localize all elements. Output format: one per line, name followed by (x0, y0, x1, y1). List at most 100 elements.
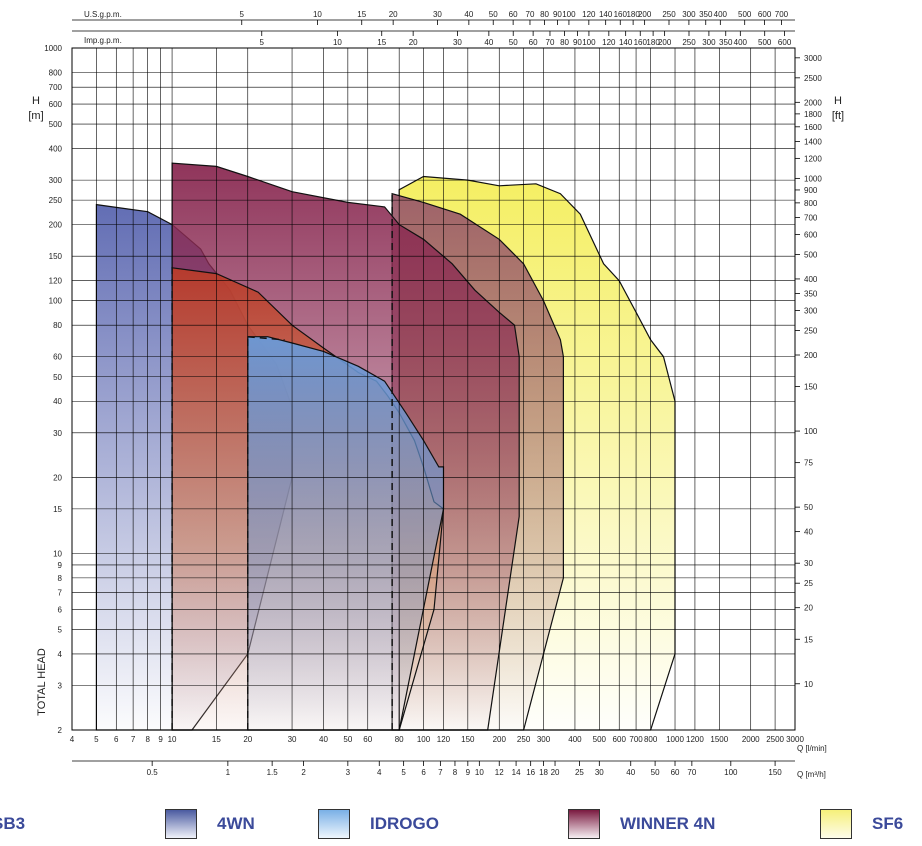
legend-swatch-sf6 (820, 809, 852, 839)
x2-axis-tick-14: 16 (526, 768, 535, 777)
legend-label-4wn: 4WN (217, 814, 255, 833)
legend: SB3 4WN IDROGO WINNER 4N SF6 (0, 806, 922, 846)
x-axis-tick-29: 2500 (766, 735, 784, 744)
x2-axis-tick-6: 5 (401, 768, 406, 777)
x2-axis-tick-4: 3 (346, 768, 351, 777)
x2-axis-tick-23: 100 (724, 768, 738, 777)
top-axis-1-tick-11: 100 (562, 10, 576, 19)
y-axis-tick-15: 80 (53, 321, 62, 330)
top-axis-1-tick-0: 5 (240, 10, 245, 19)
y-axis-side-label: TOTAL HEAD (36, 648, 48, 716)
y-axis-tick-2: 4 (58, 650, 63, 659)
top-axis-1-tick-8: 70 (526, 10, 535, 19)
y-axis-tick-26: 800 (49, 68, 63, 77)
top-axis-2-tick-12: 120 (602, 38, 616, 47)
x2-axis-tick-19: 40 (626, 768, 635, 777)
top-axis-1-label: U.S.g.p.m. (84, 10, 122, 19)
x-axis-tick-21: 500 (593, 735, 607, 744)
y-axis-tick-8: 10 (53, 549, 62, 558)
x-axis-tick-17: 200 (493, 735, 507, 744)
y-axis-tick-25: 700 (49, 83, 63, 92)
y-axis-tick-27: 1000 (44, 44, 62, 53)
x-axis-tick-15: 120 (437, 735, 451, 744)
top-axis-2-tick-5: 40 (484, 38, 493, 47)
top-axis-1-tick-16: 200 (638, 10, 652, 19)
top-axis-1-tick-18: 300 (682, 10, 696, 19)
legend-item-sf6: SF6 (820, 806, 903, 842)
pump-performance-chart: U.S.g.p.m. 5 10 15 20 30 40 50 60 70 80 90 100 120 140… (28, 10, 844, 779)
y2-axis-tick-0: 10 (804, 680, 813, 689)
top-axis-1-tick-17: 250 (662, 10, 676, 19)
series-areas (95, 162, 676, 731)
y-axis-tick-11: 30 (53, 429, 62, 438)
x2-axis-tick-9: 8 (453, 768, 458, 777)
y-axis-tick-18: 150 (49, 252, 63, 261)
legend-label-sf6: SF6 (872, 814, 904, 833)
y-axis-tick-7: 9 (58, 561, 63, 570)
y-axis-label-h: H (32, 95, 40, 107)
top-axis-1-tick-20: 400 (714, 10, 728, 19)
y-axis-tick-17: 120 (49, 277, 63, 286)
y2-axis-tick-4: 30 (804, 559, 813, 568)
top-axis-2-tick-11: 100 (582, 38, 596, 47)
y-axis-tick-6: 8 (58, 574, 63, 583)
top-axis-1-tick-1: 10 (313, 10, 322, 19)
y-axis-tick-21: 300 (49, 176, 63, 185)
x2-axis-tick-3: 2 (301, 768, 306, 777)
axes: U.S.g.p.m. 5 10 15 20 30 40 50 60 70 80 90 100 120 140… (28, 10, 844, 779)
top-axis-2-tick-8: 70 (546, 38, 555, 47)
x2-axis-tick-11: 10 (475, 768, 484, 777)
y-axis-tick-9: 15 (53, 505, 62, 514)
x2-axis-tick-16: 20 (551, 768, 560, 777)
x-axis-tick-2: 6 (114, 735, 119, 744)
x-axis-tick-5: 9 (158, 735, 163, 744)
x2-axis-tick-21: 60 (671, 768, 680, 777)
x2-axis-label: Q [m³/h] (797, 770, 826, 779)
y2-axis-tick-3: 25 (804, 579, 813, 588)
y2-axis-tick-26: 2500 (804, 74, 822, 83)
y2-axis-tick-9: 150 (804, 383, 818, 392)
y2-axis-tick-16: 600 (804, 230, 818, 239)
y-axis-tick-13: 50 (53, 373, 62, 382)
y2-axis-tick-17: 700 (804, 214, 818, 223)
x2-axis-tick-17: 25 (575, 768, 584, 777)
legend-item-idrogo: IDROGO (318, 806, 439, 842)
top-axis-2-tick-20: 400 (734, 38, 748, 47)
x-axis-tick-7: 15 (212, 735, 221, 744)
legend-item-winner-4n: WINNER 4N (568, 806, 715, 842)
x2-axis-tick-7: 6 (421, 768, 426, 777)
x-axis-tick-19: 300 (537, 735, 551, 744)
y-axis-tick-19: 200 (49, 221, 63, 230)
dashed-lines (171, 193, 393, 730)
y2-axis-tick-22: 1400 (804, 137, 822, 146)
x2-axis-tick-22: 70 (687, 768, 696, 777)
top-axis-1-tick-9: 80 (540, 10, 549, 19)
top-axis-2-tick-1: 10 (333, 38, 342, 47)
top-axis-2-tick-18: 300 (702, 38, 716, 47)
x-axis-tick-22: 600 (613, 735, 627, 744)
y2-axis-tick-14: 400 (804, 275, 818, 284)
y-axis-tick-23: 500 (49, 120, 63, 129)
y-axis-tick-20: 250 (49, 196, 63, 205)
top-axis-2-tick-17: 250 (682, 38, 696, 47)
top-axis-2-tick-4: 30 (453, 38, 462, 47)
y-axis-tick-5: 7 (58, 589, 63, 598)
top-axis-1-tick-15: 180 (626, 10, 640, 19)
top-axis-2-tick-6: 50 (509, 38, 518, 47)
legend-swatch-idrogo (318, 809, 350, 839)
x2-axis-tick-12: 12 (495, 768, 504, 777)
y-axis-tick-4: 6 (58, 605, 63, 614)
top-axis-2-tick-19: 350 (719, 38, 733, 47)
x2-axis-tick-2: 1.5 (267, 768, 279, 777)
y2-axis-tick-18: 800 (804, 199, 818, 208)
y2-axis-label-h: H (834, 95, 842, 107)
y2-axis-tick-11: 250 (804, 327, 818, 336)
x2-axis-tick-15: 18 (539, 768, 548, 777)
top-axis-2-tick-2: 15 (377, 38, 386, 47)
x2-axis-tick-18: 30 (595, 768, 604, 777)
y2-axis-tick-2: 20 (804, 604, 813, 613)
top-axis-1-tick-21: 500 (738, 10, 752, 19)
dashed-line-2 (247, 335, 285, 341)
top-axis-2-tick-9: 80 (560, 38, 569, 47)
legend-swatch-winner-4n (568, 809, 600, 839)
